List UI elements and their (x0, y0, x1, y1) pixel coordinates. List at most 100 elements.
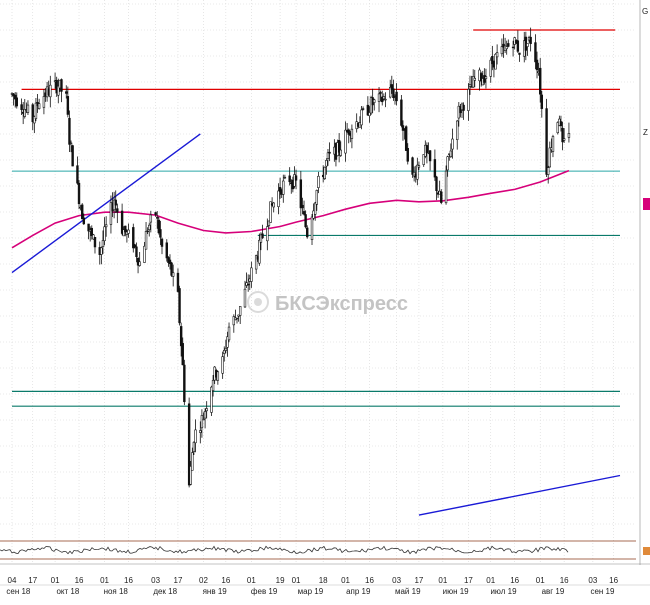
candle (71, 144, 74, 167)
candle (192, 441, 196, 455)
candle-body (148, 224, 151, 230)
candle (406, 143, 409, 165)
x-tick-label: 17 (414, 576, 423, 585)
candle-body (202, 418, 205, 421)
candle (26, 100, 30, 115)
moving-average-line (11, 169, 570, 249)
candle (325, 158, 328, 175)
candle (283, 174, 287, 180)
candle-body (20, 104, 23, 110)
candle-body (567, 133, 571, 138)
candle (511, 40, 515, 57)
candle (491, 45, 494, 71)
candle (104, 216, 108, 237)
x-tick-label: 01 (438, 576, 447, 585)
candle (302, 200, 306, 216)
candle-body (495, 52, 499, 58)
candle (42, 89, 46, 115)
candle-body (350, 128, 354, 139)
candle-body (546, 167, 550, 175)
candle-body (507, 43, 510, 47)
candle-body (149, 214, 153, 223)
x-tick-label: 01 (100, 576, 109, 585)
candle (489, 57, 492, 83)
candle (361, 106, 365, 111)
x-tick-label: 19 (276, 576, 285, 585)
candle (60, 78, 63, 103)
x-month-label: окт 18 (56, 587, 79, 596)
candle-body (337, 139, 341, 153)
candle-body (170, 262, 173, 276)
candle-body (205, 408, 208, 412)
candle (315, 189, 318, 211)
candle (425, 142, 429, 164)
candle (344, 121, 347, 162)
candle (368, 106, 371, 123)
candle (87, 223, 90, 240)
candle (238, 306, 242, 325)
candle (77, 180, 81, 210)
candle (269, 201, 272, 223)
candle (288, 167, 291, 186)
last-price-marker (643, 198, 650, 210)
x-tick-label: 16 (609, 576, 618, 585)
candle-body (235, 317, 239, 320)
candle-body (49, 84, 52, 98)
candle (567, 122, 571, 143)
candle (116, 203, 119, 224)
candle (468, 75, 472, 95)
candle (467, 83, 470, 121)
x-tick-label: 16 (560, 576, 569, 585)
candle (505, 40, 508, 55)
candle-body (282, 180, 285, 195)
candle (127, 223, 130, 238)
candle (267, 220, 271, 228)
candle (529, 27, 532, 52)
candle (124, 225, 127, 237)
candle (160, 237, 164, 255)
candle-body (37, 103, 41, 109)
candle (366, 96, 370, 116)
candle (103, 217, 106, 246)
candle (304, 210, 307, 229)
x-month-label: июл 19 (490, 587, 517, 596)
candle-body (361, 108, 365, 110)
candle (548, 141, 551, 168)
candle (235, 317, 239, 324)
candle (202, 412, 205, 421)
candle (306, 225, 309, 239)
candle-body (138, 261, 141, 266)
candle-body (221, 356, 224, 374)
candle-body (449, 150, 453, 157)
candle-body (425, 145, 429, 153)
candle-body (433, 159, 437, 178)
candle (76, 156, 79, 185)
candle (456, 119, 459, 150)
candle-body (65, 91, 68, 94)
candle-body (534, 42, 537, 63)
candle-body (68, 117, 71, 145)
candle-body (179, 326, 183, 347)
candle (337, 133, 341, 163)
candle-body (417, 165, 421, 168)
candle (165, 239, 168, 262)
x-month-label: дек 18 (153, 587, 177, 596)
candle (168, 254, 172, 270)
candle-body (82, 217, 86, 225)
candle-body (369, 97, 373, 114)
candle-body (211, 380, 215, 391)
candle-body (301, 204, 304, 209)
candle (68, 110, 71, 152)
candle-body (384, 98, 387, 101)
candle-body (310, 216, 314, 240)
candle-body (440, 191, 443, 203)
candle-body (540, 94, 544, 109)
candle (417, 161, 421, 170)
candle (20, 98, 23, 115)
candle-body (467, 88, 470, 111)
candle (277, 183, 280, 215)
candle-body (143, 245, 146, 263)
candle (562, 128, 566, 143)
candle (516, 30, 520, 54)
candle-body (500, 46, 504, 55)
